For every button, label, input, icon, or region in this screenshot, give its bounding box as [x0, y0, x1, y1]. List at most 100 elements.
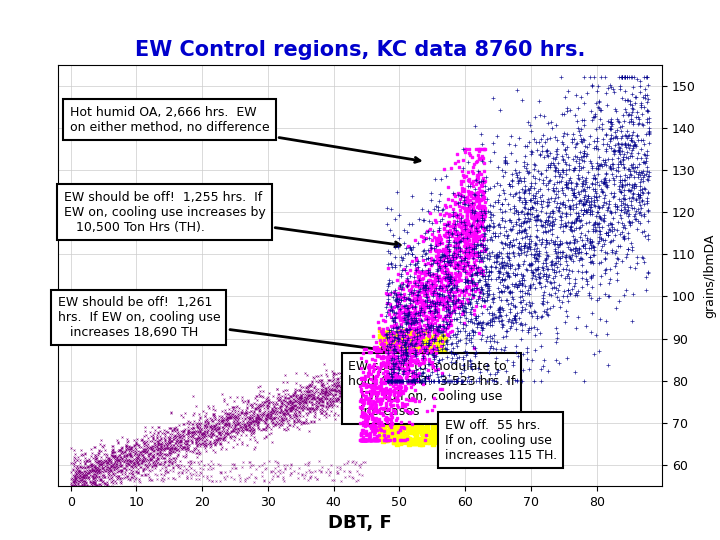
Point: [521, 266, 533, 275]
Point: [413, 369, 424, 377]
Point: [430, 258, 441, 266]
Point: [416, 205, 428, 213]
Point: [405, 352, 416, 360]
Point: [499, 342, 510, 351]
Point: [77, 469, 89, 477]
Point: [235, 420, 246, 429]
Point: [79, 458, 91, 467]
Point: [204, 440, 215, 448]
Point: [311, 475, 323, 484]
Point: [442, 227, 454, 236]
Point: [359, 381, 370, 389]
Point: [421, 387, 433, 396]
Point: [472, 195, 484, 204]
Point: [194, 416, 205, 424]
Point: [495, 287, 507, 295]
Point: [444, 273, 455, 281]
Point: [387, 388, 398, 396]
Point: [433, 296, 444, 305]
Point: [473, 374, 485, 383]
Point: [465, 242, 477, 251]
Point: [395, 357, 407, 366]
Point: [379, 372, 391, 381]
Point: [386, 431, 397, 440]
Point: [459, 207, 470, 215]
Point: [411, 370, 423, 379]
Point: [432, 329, 444, 338]
Point: [355, 435, 366, 444]
Point: [400, 341, 411, 349]
Point: [408, 335, 420, 344]
Point: [395, 328, 406, 337]
Point: [474, 145, 486, 153]
Point: [446, 347, 457, 355]
Point: [534, 273, 545, 281]
Point: [387, 350, 399, 359]
Point: [265, 467, 276, 476]
Point: [233, 471, 245, 480]
Point: [445, 279, 456, 287]
Point: [603, 220, 614, 229]
Point: [454, 313, 465, 322]
Point: [513, 238, 525, 247]
Point: [512, 269, 523, 278]
Point: [593, 259, 604, 268]
Point: [418, 336, 430, 345]
Point: [546, 279, 557, 287]
Point: [204, 414, 216, 422]
Point: [473, 178, 485, 187]
Point: [408, 386, 420, 395]
Point: [165, 443, 176, 452]
Point: [275, 414, 287, 422]
Point: [564, 184, 576, 192]
Point: [455, 376, 467, 385]
Point: [388, 329, 400, 338]
Point: [410, 396, 421, 405]
Point: [430, 411, 441, 420]
Point: [350, 366, 361, 374]
Point: [470, 188, 482, 197]
Point: [588, 251, 599, 259]
Point: [114, 471, 125, 480]
Point: [453, 235, 464, 244]
Point: [481, 376, 492, 385]
Point: [250, 465, 261, 474]
Point: [563, 266, 575, 275]
Point: [572, 313, 584, 321]
Point: [397, 376, 409, 385]
Point: [195, 468, 207, 477]
Point: [522, 185, 534, 193]
Point: [310, 409, 321, 418]
Point: [150, 457, 162, 465]
Point: [130, 455, 141, 463]
Point: [485, 321, 496, 329]
Point: [399, 339, 410, 348]
Point: [330, 379, 341, 387]
Point: [392, 302, 404, 310]
Point: [485, 344, 496, 353]
Point: [546, 124, 558, 132]
Point: [480, 280, 491, 289]
Point: [152, 440, 163, 448]
Point: [425, 244, 436, 253]
Point: [425, 286, 436, 295]
Point: [433, 263, 445, 272]
Point: [189, 428, 201, 437]
Point: [169, 427, 181, 436]
Point: [624, 217, 635, 226]
Point: [387, 376, 399, 385]
Point: [521, 198, 532, 206]
Point: [528, 198, 539, 206]
Point: [69, 480, 81, 489]
Point: [230, 428, 241, 436]
Point: [283, 411, 294, 420]
Point: [142, 439, 153, 448]
Point: [369, 373, 381, 381]
Point: [507, 169, 518, 178]
Point: [456, 164, 468, 172]
Point: [108, 460, 120, 469]
Point: [602, 292, 613, 300]
Point: [222, 400, 233, 409]
Point: [600, 145, 612, 153]
Point: [441, 267, 453, 276]
